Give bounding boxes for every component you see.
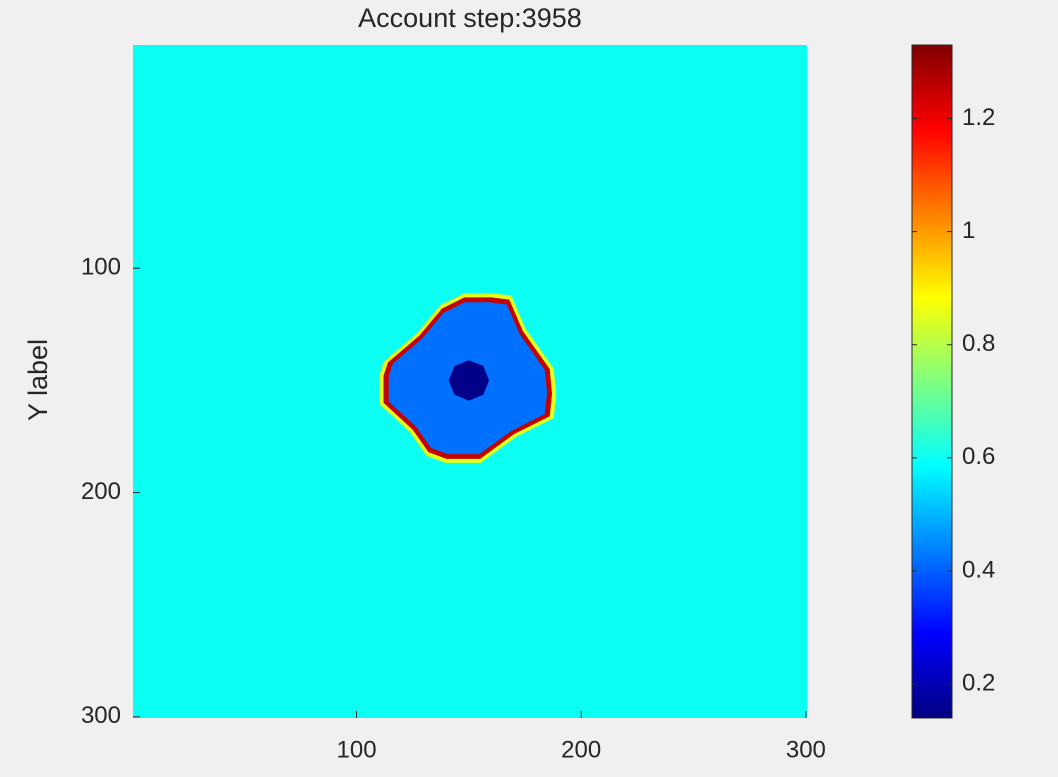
colorbar bbox=[911, 44, 953, 719]
y-tick-label: 300 bbox=[81, 702, 121, 729]
x-tick-label: 100 bbox=[337, 736, 377, 763]
colorbar-tick-label: 0.4 bbox=[962, 556, 995, 583]
y-tick-label: 200 bbox=[81, 478, 121, 505]
y-axis-label: Y label bbox=[23, 339, 53, 421]
colorbar-tick-label: 1.2 bbox=[962, 104, 995, 131]
x-tick-label: 200 bbox=[561, 736, 601, 763]
colorbar-tick-label: 0.6 bbox=[962, 443, 995, 470]
colorbar-tick-label: 0.2 bbox=[962, 669, 995, 696]
chart-title: Account step:3958 bbox=[358, 3, 582, 33]
x-tick-label: 300 bbox=[786, 736, 826, 763]
colorbar-tick-label: 0.8 bbox=[962, 330, 995, 357]
colorbar-tick-label: 1 bbox=[962, 217, 975, 244]
y-tick-label: 100 bbox=[81, 254, 121, 281]
image-region bbox=[448, 360, 490, 401]
